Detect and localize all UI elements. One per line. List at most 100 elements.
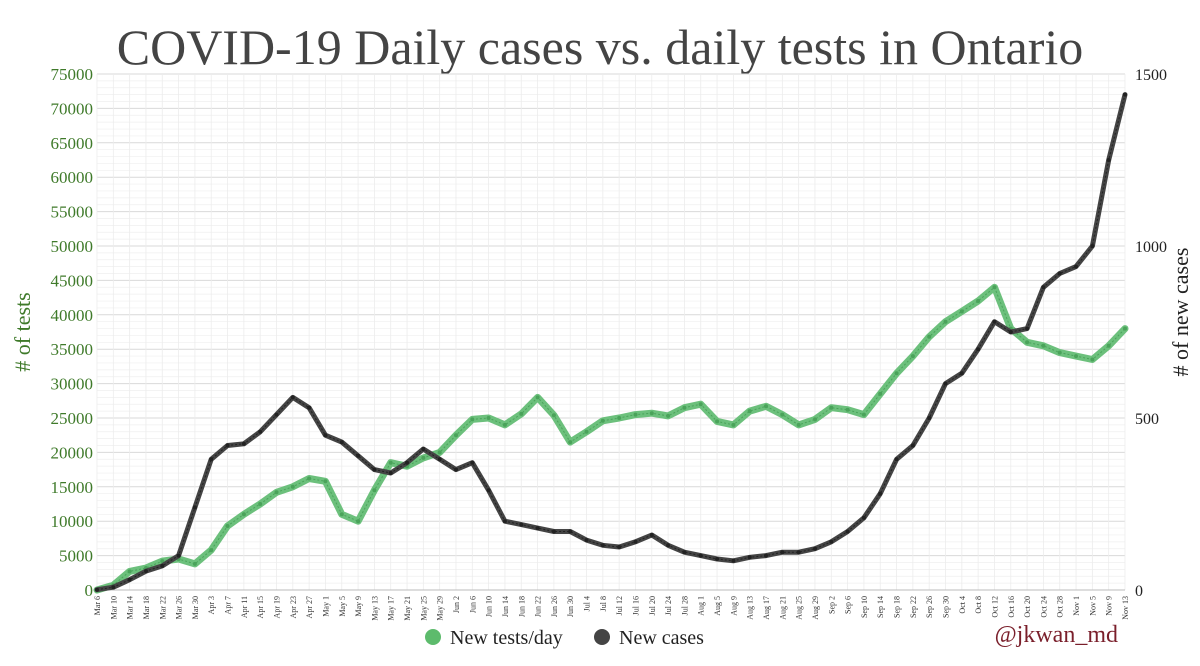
x-tick-label: May 5 [338, 596, 347, 617]
x-tick-label: Jul 16 [631, 596, 640, 615]
tests-point [470, 417, 475, 422]
tests-point [649, 411, 654, 416]
cases-point [274, 412, 279, 417]
cases-point [1057, 271, 1062, 276]
x-tick-label: May 21 [403, 596, 412, 621]
x-tick-label: Oct 4 [958, 596, 967, 614]
tests-point [568, 440, 573, 445]
x-tick-label: May 17 [387, 596, 396, 621]
tests-point [535, 395, 540, 400]
tests-point [976, 299, 981, 303]
x-tick-label: Aug 13 [746, 596, 755, 620]
left-tick-label: 10000 [51, 512, 94, 531]
x-tick-label: Jun 2 [452, 596, 461, 613]
tests-point [551, 413, 556, 418]
cases-point [1025, 326, 1030, 331]
cases-point [95, 587, 99, 592]
x-tick-label: Jun 26 [550, 596, 559, 617]
tests-point [1057, 350, 1062, 355]
x-tick-label: Jun 14 [501, 596, 510, 617]
right-axis-label: # of new cases [1168, 248, 1193, 377]
cases-point [584, 538, 589, 543]
x-tick-label: Jun 6 [468, 596, 477, 613]
tests-point [192, 561, 197, 566]
cases-point [1090, 244, 1095, 248]
x-tick-label: Mar 18 [142, 596, 151, 619]
tests-point [1025, 340, 1030, 345]
x-tick-label: Nov 5 [1088, 596, 1097, 616]
chart-title: COVID-19 Daily cases vs. daily tests in … [117, 19, 1084, 75]
cases-point [290, 395, 295, 400]
x-tick-label: Aug 5 [713, 596, 722, 616]
x-tick-label: Apr 7 [224, 596, 233, 614]
cases-point [258, 429, 263, 434]
x-tick-label: Oct 16 [1007, 596, 1016, 618]
x-tick-label: Aug 17 [762, 596, 771, 620]
left-tick-label: 55000 [51, 203, 94, 222]
x-tick-label: May 13 [370, 596, 379, 621]
left-tick-label: 70000 [51, 99, 94, 118]
cases-point [127, 577, 132, 582]
right-tick-label: 1500 [1135, 67, 1167, 84]
cases-point [421, 447, 426, 451]
x-tick-label: Aug 25 [795, 596, 804, 620]
tests-point [339, 512, 344, 517]
cases-point [927, 416, 932, 420]
cases-point [845, 529, 850, 534]
tests-point [682, 405, 687, 410]
tests-point [878, 391, 883, 396]
x-tick-label: Apr 23 [289, 596, 298, 618]
cases-point [861, 515, 866, 520]
cases-point [992, 319, 997, 324]
right-tick-label: 0 [1135, 583, 1143, 600]
cases-point [1106, 158, 1111, 162]
tests-point [666, 413, 671, 418]
tests-point [894, 371, 899, 376]
left-tick-label: 65000 [51, 134, 94, 153]
tests-point [209, 548, 214, 553]
x-tick-label: Jul 20 [648, 596, 657, 615]
left-axis-label: # of tests [10, 292, 35, 371]
tests-point [584, 429, 589, 434]
x-tick-label: Oct 28 [1056, 596, 1065, 618]
left-tick-label: 5000 [59, 547, 93, 566]
cases-point [1008, 330, 1013, 334]
tests-point [437, 450, 442, 455]
tests-point [290, 484, 295, 489]
cases-point [666, 543, 671, 548]
x-tick-label: Sep 2 [827, 596, 836, 614]
x-tick-label: Jun 22 [534, 596, 543, 617]
cases-point [1123, 92, 1127, 97]
cases-point [372, 467, 377, 472]
cases-point [780, 550, 785, 555]
cases-point [356, 453, 361, 458]
left-tick-label: 45000 [51, 271, 94, 290]
x-tick-label: Jul 4 [583, 596, 592, 611]
left-tick-label: 30000 [51, 375, 94, 394]
x-tick-label: Mar 6 [93, 596, 102, 615]
tests-point [747, 409, 752, 414]
x-tick-label: Aug 9 [729, 596, 738, 616]
x-tick-label: Jul 12 [615, 596, 624, 615]
cases-point [551, 529, 556, 534]
tests-point [992, 285, 997, 290]
cases-point [910, 443, 915, 448]
tests-point [356, 519, 361, 524]
left-tick-label: 35000 [51, 340, 94, 359]
tests-point [1123, 326, 1127, 331]
cases-point [796, 550, 801, 555]
cases-point [764, 553, 768, 558]
tests-daily-dotted-line [96, 286, 1126, 591]
cases-point [698, 553, 703, 558]
tests-point [454, 433, 458, 438]
tests-point [910, 354, 915, 359]
legend-marker-cases [594, 629, 610, 645]
tests-point [127, 569, 132, 574]
cases-point [144, 569, 148, 574]
right-axis-ticks: 0 500 1000 1500 [1135, 67, 1167, 600]
grid [96, 73, 1126, 591]
x-tick-label: May 29 [436, 596, 445, 621]
tests-point [715, 419, 720, 424]
cases-point [649, 533, 654, 537]
x-tick-label: Oct 12 [990, 596, 999, 618]
